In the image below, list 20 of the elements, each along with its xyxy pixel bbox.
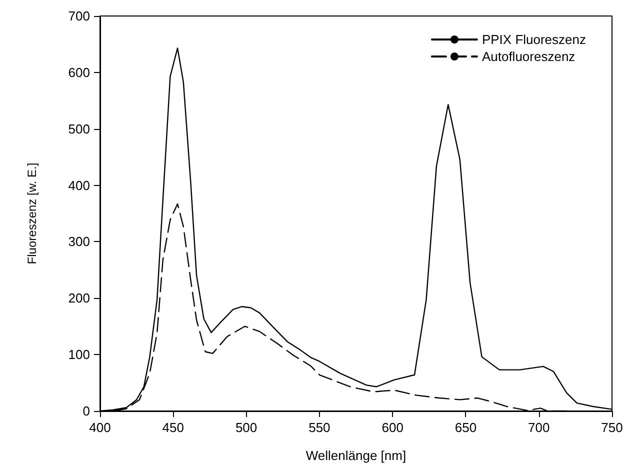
x-tick-label: 400 <box>89 420 111 435</box>
y-tick-label: 500 <box>68 121 90 136</box>
y-tick-label: 100 <box>68 347 90 362</box>
y-tick-label: 400 <box>68 178 90 193</box>
x-tick-label: 650 <box>454 420 477 435</box>
x-axis-title: Wellenlänge [nm] <box>306 448 406 463</box>
y-tick-label: 700 <box>68 8 90 24</box>
x-tick-label: 600 <box>382 420 404 435</box>
x-tick-label: 450 <box>162 420 184 435</box>
x-tick-label: 550 <box>308 420 330 435</box>
x-tick-label: 700 <box>528 420 550 435</box>
y-tick-label: 200 <box>68 290 90 306</box>
y-tick-label: 300 <box>68 234 90 250</box>
y-tick-label: 0 <box>82 404 90 418</box>
legend-label: Autofluoreszenz <box>482 49 576 64</box>
x-tick-label: 750 <box>601 420 623 435</box>
x-tick-label: 500 <box>235 420 258 435</box>
legend-label: PPIX Fluoreszenz <box>482 32 586 47</box>
y-axis-title: Fluoreszenz [w. E.] <box>25 162 39 264</box>
y-tick-label: 600 <box>68 64 90 80</box>
